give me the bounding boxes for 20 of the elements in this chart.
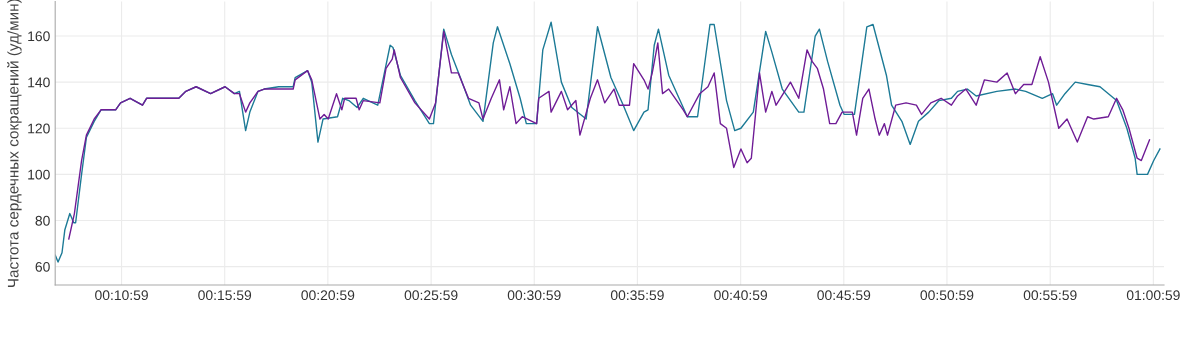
x-tick-label: 00:20:59	[301, 290, 355, 301]
y-axis-title: Частота сердечных сокращений (уд/мин)	[7, 0, 22, 287]
x-tick-label: 00:15:59	[198, 290, 252, 301]
y-tick-label: 60	[35, 261, 50, 272]
x-tick-label: 01:00:59	[1126, 290, 1180, 301]
x-tick-label: 00:10:59	[95, 290, 148, 301]
x-tick-label: 00:50:59	[920, 290, 974, 301]
x-tick-label: 00:45:59	[817, 290, 871, 301]
x-tick-label: 00:40:59	[714, 290, 768, 301]
line-series	[68, 30, 1151, 240]
y-tick-label: 160	[28, 31, 50, 42]
x-tick-label: 00:35:59	[610, 290, 664, 301]
line-series	[55, 21, 1161, 263]
x-tick-label: 00:25:59	[404, 290, 458, 301]
x-tick-label: 00:55:59	[1023, 290, 1077, 301]
y-tick-label: 120	[28, 123, 50, 134]
x-tick-label: 00:30:59	[507, 290, 561, 301]
y-tick-label: 140	[28, 77, 50, 88]
y-tick-label: 80	[35, 215, 50, 226]
y-tick-label: 100	[28, 169, 50, 180]
